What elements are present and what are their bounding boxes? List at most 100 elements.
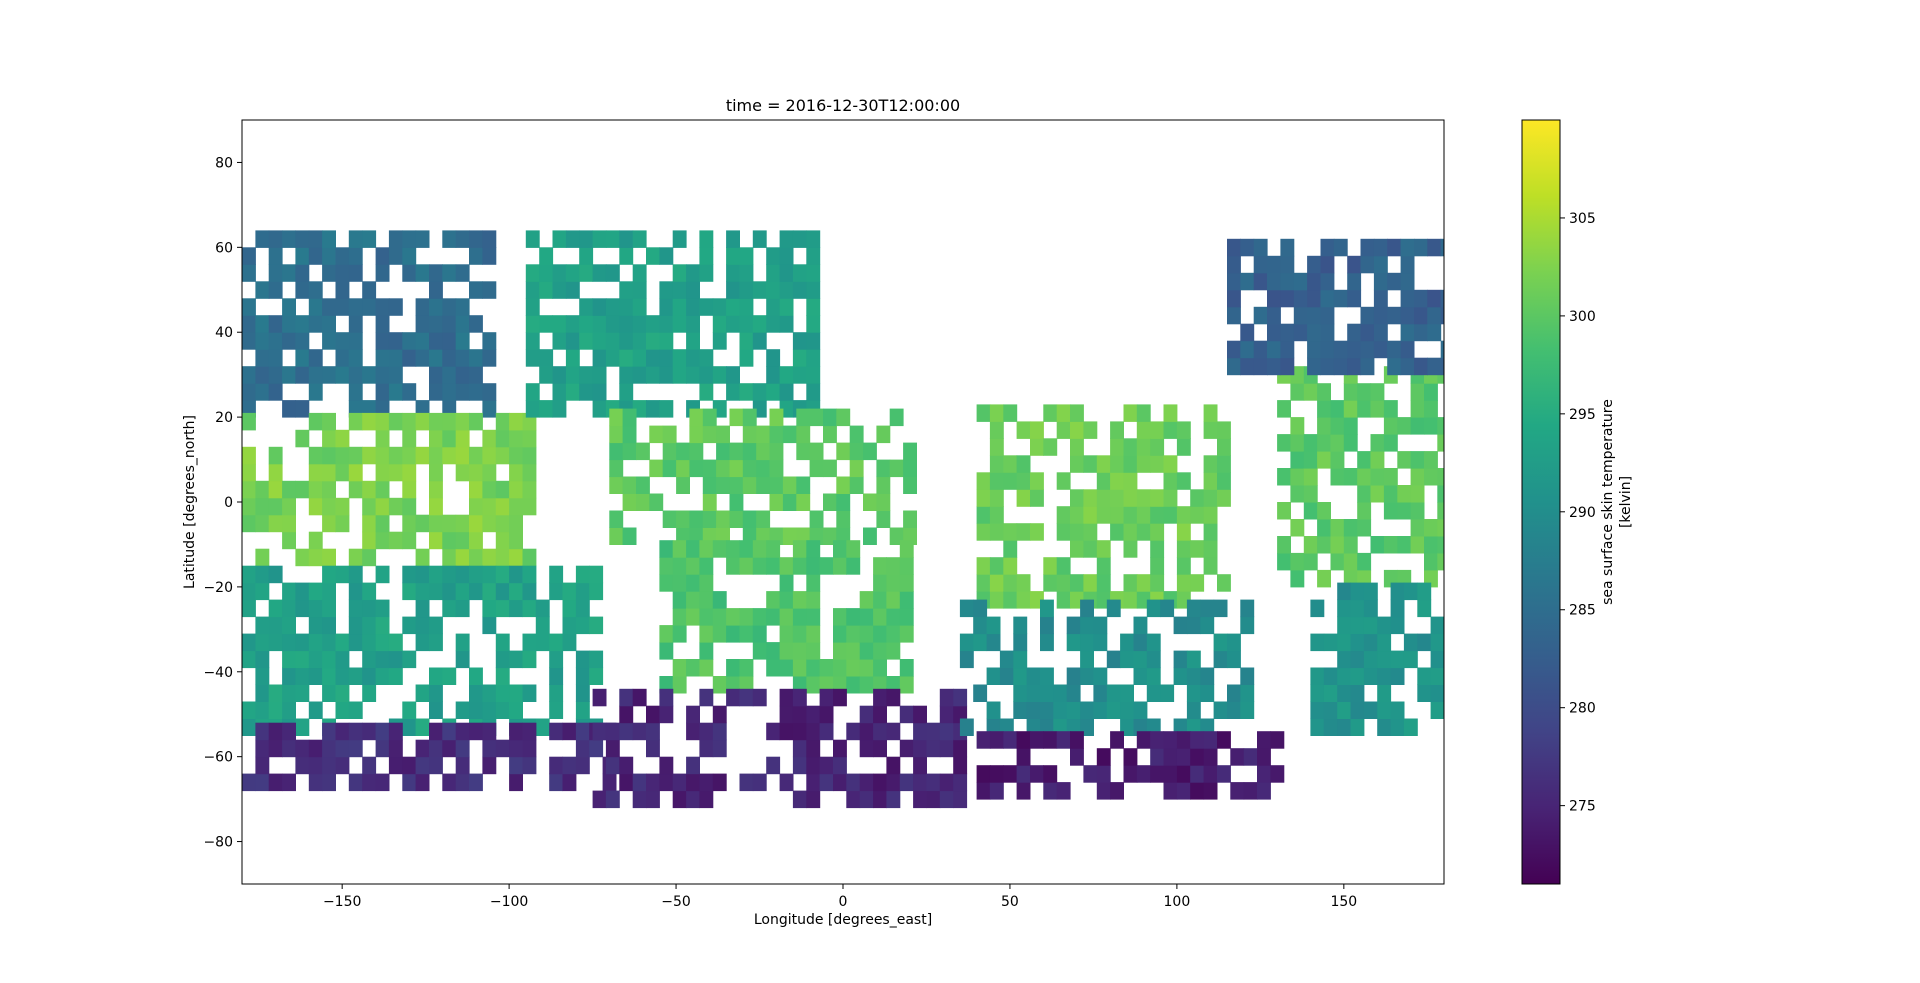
colorbar-tick-label: 280 bbox=[1569, 701, 1596, 717]
sst-cell bbox=[295, 281, 310, 299]
sst-cell bbox=[1190, 489, 1205, 507]
sst-cell bbox=[659, 557, 674, 575]
sst-cell bbox=[1133, 633, 1148, 652]
sst-cell bbox=[779, 383, 794, 401]
x-tick-label: 0 bbox=[839, 894, 848, 910]
sst-cell bbox=[959, 633, 974, 652]
sst-cell bbox=[375, 315, 390, 333]
sst-cell bbox=[1303, 383, 1318, 401]
sst-cell bbox=[806, 642, 821, 660]
sst-cell bbox=[1093, 633, 1108, 652]
sst-cell bbox=[806, 574, 821, 592]
sst-cell bbox=[322, 298, 336, 316]
sst-cell bbox=[415, 349, 430, 367]
sst-cell bbox=[1370, 451, 1385, 469]
sst-cell bbox=[1110, 489, 1124, 507]
sst-cell bbox=[415, 298, 430, 316]
sst-cell bbox=[388, 756, 403, 775]
sst-cell bbox=[699, 366, 714, 384]
sst-cell bbox=[525, 332, 540, 350]
sst-cell bbox=[549, 582, 564, 601]
sst-cell bbox=[1383, 434, 1398, 452]
sst-cell bbox=[1227, 238, 1241, 257]
sst-cell bbox=[402, 650, 417, 669]
sst-cell bbox=[716, 425, 730, 444]
sst-cell bbox=[1307, 272, 1321, 291]
sst-cell bbox=[1437, 502, 1444, 520]
sst-cell bbox=[1387, 272, 1402, 291]
sst-cell bbox=[1096, 782, 1111, 800]
sst-cell bbox=[1290, 519, 1305, 537]
sst-cell bbox=[752, 540, 767, 558]
sst-cell bbox=[859, 625, 874, 643]
sst-cell bbox=[1176, 574, 1191, 592]
sst-cell bbox=[1320, 323, 1335, 342]
sst-cell bbox=[1173, 667, 1188, 685]
sst-cell bbox=[442, 565, 457, 584]
sst-cell bbox=[1136, 574, 1151, 592]
sst-cell bbox=[268, 497, 283, 516]
sst-cell bbox=[899, 625, 914, 643]
sst-cell bbox=[806, 773, 821, 792]
sst-cell bbox=[632, 349, 647, 367]
sst-cell bbox=[792, 281, 807, 299]
sst-cell bbox=[242, 446, 256, 465]
sst-cell bbox=[1397, 485, 1412, 503]
sst-cell bbox=[592, 790, 607, 809]
sst-cell bbox=[1186, 701, 1201, 719]
sst-cell bbox=[335, 281, 350, 299]
sst-cell bbox=[1056, 557, 1071, 575]
sst-cell bbox=[362, 599, 377, 618]
sst-cell bbox=[442, 366, 457, 384]
chart-title: time = 2016-12-30T12:00:00 bbox=[726, 96, 960, 115]
sst-cell bbox=[1070, 506, 1084, 524]
sst-cell bbox=[976, 523, 991, 541]
sst-cell bbox=[1280, 238, 1295, 257]
sst-cell bbox=[769, 493, 784, 511]
sst-cell bbox=[873, 705, 887, 724]
sst-cell bbox=[899, 659, 914, 677]
sst-cell bbox=[1120, 633, 1134, 652]
sst-cell bbox=[989, 489, 1004, 507]
sst-cell bbox=[873, 790, 887, 809]
sst-cell bbox=[429, 701, 443, 719]
sst-cell bbox=[973, 633, 988, 652]
sst-cell bbox=[686, 574, 700, 592]
sst-cell bbox=[899, 540, 914, 558]
sst-cell bbox=[659, 773, 674, 792]
sst-cell bbox=[833, 608, 847, 626]
sst-cell bbox=[525, 298, 540, 316]
sst-cell bbox=[525, 349, 540, 367]
sst-cell bbox=[308, 247, 323, 265]
sst-cell bbox=[989, 506, 1004, 524]
sst-cell bbox=[859, 608, 874, 626]
colorbar-tick-label: 295 bbox=[1569, 407, 1596, 423]
sst-cell bbox=[509, 684, 523, 702]
sst-cell bbox=[619, 298, 634, 316]
sst-cell bbox=[1267, 340, 1281, 359]
sst-cell bbox=[255, 616, 270, 635]
sst-cell bbox=[1083, 506, 1098, 524]
sst-cell bbox=[976, 557, 991, 575]
sst-cell bbox=[442, 315, 457, 333]
sst-cell bbox=[575, 650, 590, 669]
sst-cell bbox=[726, 298, 740, 316]
sst-cell bbox=[752, 688, 767, 707]
sst-cell bbox=[375, 497, 390, 516]
sst-cell bbox=[1016, 765, 1031, 783]
sst-cell bbox=[562, 633, 577, 652]
sst-cell bbox=[779, 366, 794, 384]
sst-cell bbox=[348, 599, 363, 618]
sst-cell bbox=[402, 383, 417, 401]
sst-cell bbox=[1280, 357, 1295, 376]
sst-cell bbox=[429, 264, 443, 282]
sst-cell bbox=[495, 429, 510, 448]
sst-cell bbox=[689, 442, 704, 461]
sst-cell bbox=[1203, 421, 1218, 439]
sst-cell bbox=[953, 790, 968, 809]
sst-cell bbox=[442, 773, 457, 792]
sst-cell bbox=[242, 366, 256, 384]
sst-cell bbox=[1440, 306, 1444, 325]
sst-cell bbox=[1333, 340, 1348, 359]
sst-cell bbox=[562, 599, 577, 618]
